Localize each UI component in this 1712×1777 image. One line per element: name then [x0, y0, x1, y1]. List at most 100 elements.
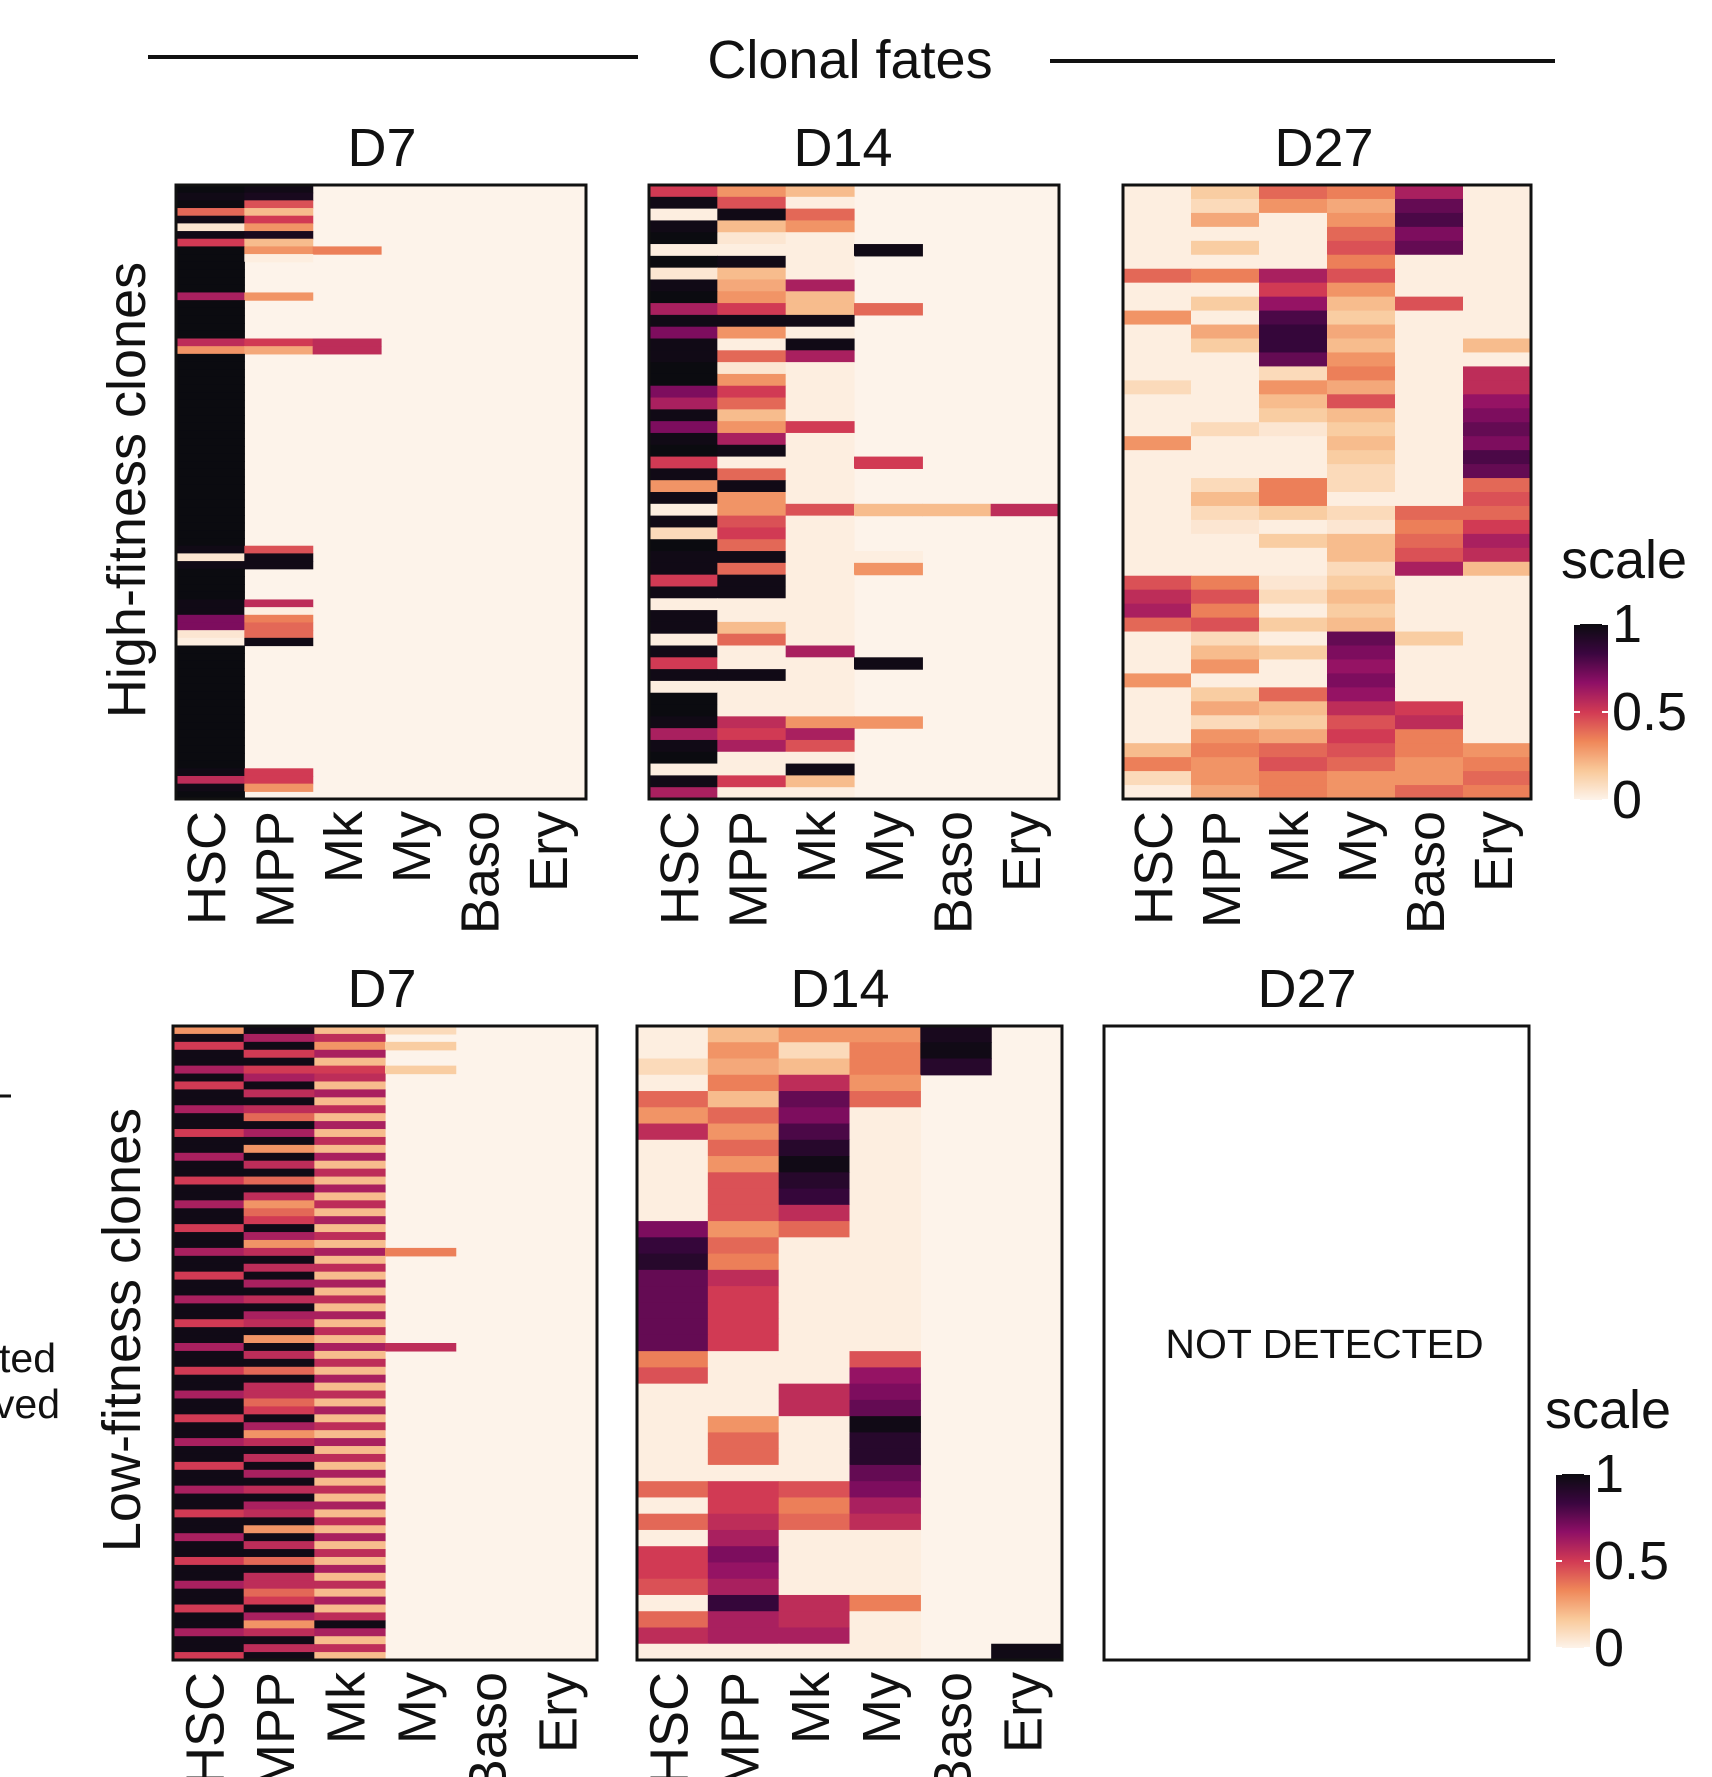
heatmap-cell	[173, 1604, 245, 1614]
heatmap-cell	[176, 637, 245, 647]
heatmap-cell	[849, 1058, 921, 1076]
heatmap-cell	[920, 1058, 992, 1076]
heatmap-cell	[707, 1481, 780, 1499]
heatmap-cell	[1259, 631, 1328, 647]
heatmap-cell	[637, 1156, 709, 1173]
heatmap-cell	[707, 1432, 780, 1450]
heatmap-cell	[785, 787, 855, 800]
heatmap-cell	[1395, 366, 1464, 381]
heatmap-cell	[176, 476, 245, 485]
heatmap-cell	[785, 421, 855, 434]
heatmap-cell	[176, 683, 245, 693]
heatmap-cell	[1191, 226, 1260, 242]
heatmap-cell	[649, 279, 718, 292]
heatmap-cell	[778, 1546, 851, 1564]
heatmap-cell	[243, 1113, 315, 1122]
heatmap-cell	[176, 361, 245, 370]
panel-low-d14: D14 HSC MPP Mk My Baso Ery	[635, 959, 1064, 1777]
heatmap-cell	[173, 1485, 245, 1495]
heatmap-cell	[1259, 478, 1328, 493]
heatmap-cell	[173, 1382, 245, 1392]
heatmap-cell	[173, 1525, 245, 1534]
heatmap-cell	[778, 1286, 851, 1303]
heatmap-cell	[243, 1121, 315, 1130]
heatmap-cell	[173, 1065, 245, 1075]
heatmap-cell	[243, 1541, 315, 1550]
heatmap-cell	[314, 1564, 386, 1574]
heatmap-cell	[649, 208, 718, 222]
heatmap-cell	[176, 668, 245, 677]
panel-title-high-d7: D7	[347, 118, 416, 178]
panel-frame	[635, 1024, 1064, 1662]
heatmap-cell	[785, 220, 855, 233]
heatmap-cell	[314, 1311, 386, 1320]
heatmap-cell	[176, 599, 245, 608]
heatmap-cell	[243, 1200, 315, 1209]
heatmap-cell	[314, 1247, 386, 1257]
heatmap-cell	[1463, 408, 1532, 423]
heatmap-cell	[849, 1383, 921, 1401]
heatmap-cell	[1191, 352, 1260, 367]
heatmap-cell	[314, 1612, 386, 1621]
heatmap-cell	[1123, 673, 1192, 688]
heatmap-cell	[173, 1636, 245, 1645]
heatmap-cell	[1463, 324, 1532, 340]
heatmap-cell	[173, 1097, 245, 1106]
panel-frame	[174, 183, 588, 801]
column-label-my: My	[382, 811, 442, 883]
heatmap-cell	[649, 362, 718, 375]
heatmap-cell	[717, 244, 787, 257]
heatmap-cell	[785, 196, 855, 210]
heatmap-cell	[314, 1271, 386, 1281]
heatmap-cell	[1259, 533, 1328, 549]
heatmap-cell	[849, 1172, 921, 1190]
heatmap-cell	[173, 1517, 245, 1526]
heatmap-cell	[707, 1594, 780, 1612]
heatmap-cell	[243, 1026, 315, 1035]
heatmap-cell	[649, 409, 718, 422]
heatmap-cell	[1327, 785, 1396, 800]
heatmap-cell	[707, 1351, 780, 1368]
heatmap-cell	[1395, 198, 1464, 214]
heatmap-cell	[173, 1232, 245, 1241]
heatmap-cell	[1327, 673, 1396, 688]
heatmap-cell	[707, 1156, 780, 1173]
heatmap-cell	[649, 244, 718, 257]
heatmap-cell	[314, 1097, 386, 1106]
heatmap-cell	[243, 1097, 315, 1106]
column-label-ery: Ery	[519, 811, 579, 892]
heatmap-cell	[176, 438, 245, 447]
heatmap-cell	[637, 1578, 709, 1596]
heatmap-cell	[243, 1517, 315, 1526]
heatmap-cell	[243, 1612, 315, 1621]
heatmap-cell	[314, 1033, 386, 1043]
panel-title-low-d27: D27	[1257, 959, 1356, 1019]
heatmap-cell	[243, 1501, 315, 1511]
heatmap-cell	[1123, 198, 1192, 214]
low-fitness-group-label: Low-fitness clones	[92, 1108, 152, 1552]
heatmap-cell	[649, 196, 718, 210]
legend-title: scale	[1545, 1380, 1671, 1440]
heatmap-cell	[637, 1432, 709, 1450]
heatmap-cell	[717, 610, 787, 623]
heatmap-cell	[717, 574, 787, 588]
heatmap-cell	[637, 1204, 709, 1222]
heatmap-cell	[176, 223, 245, 232]
panel-high-d14: D14 HSC MPP Mk My Baso Ery	[647, 118, 1061, 934]
heatmap-cell	[649, 787, 718, 800]
heatmap-cell	[637, 1643, 709, 1661]
panel-title-high-d27: D27	[1274, 118, 1373, 178]
heatmap-cell	[707, 1107, 780, 1125]
heatmap-cell	[173, 1572, 245, 1582]
heatmap-cell	[707, 1562, 780, 1580]
heatmap-cell	[1259, 226, 1328, 242]
heatmap-cell	[717, 775, 787, 788]
heatmap-cell	[1395, 492, 1464, 507]
heatmap-cell	[244, 208, 314, 217]
heatmap-cell	[1395, 478, 1464, 493]
heatmap-cell	[176, 591, 245, 601]
heatmap-cell	[243, 1588, 315, 1598]
heatmap-cell	[849, 1416, 921, 1434]
heatmap-cell	[243, 1049, 315, 1059]
heatmap-cell	[1395, 743, 1464, 758]
